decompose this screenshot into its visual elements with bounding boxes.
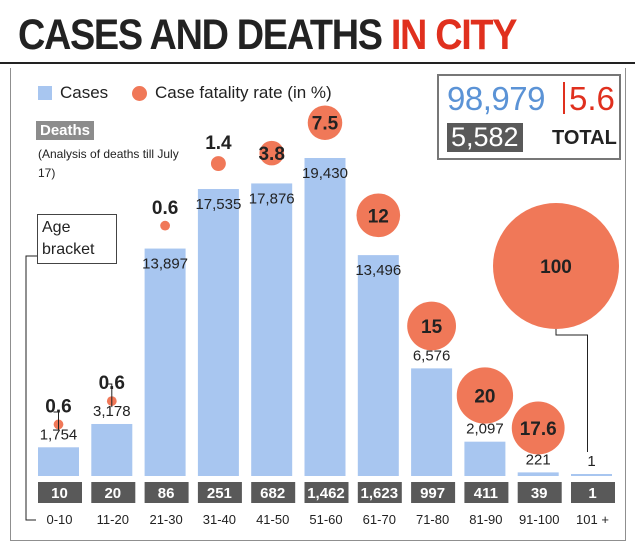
case-value-label: 17,876 (249, 190, 295, 207)
leader-line (555, 329, 588, 452)
deaths-box (144, 482, 189, 503)
case-value-label: 1,754 (40, 426, 78, 443)
cfr-circle (407, 301, 456, 351)
cfr-value-label: 0.6 (45, 397, 71, 418)
deaths-value-label: 411 (474, 485, 498, 502)
title-part-1: CASES AND DEATHS (18, 11, 383, 59)
age-tick-label: 51-60 (309, 512, 342, 527)
chart-title: CASES AND DEATHS IN CITY (18, 11, 518, 59)
case-bar (411, 368, 453, 476)
deaths-box (357, 482, 402, 503)
deaths-value-label: 997 (420, 485, 445, 502)
case-bar (251, 183, 293, 476)
deaths-box (571, 482, 615, 503)
case-value-label: 17,535 (195, 196, 241, 213)
age-tick-label: 41-50 (256, 512, 289, 527)
totals-box: 98,979 5.6 5,582 TOTAL (437, 74, 621, 160)
cfr-circle (356, 193, 401, 238)
deaths-box (91, 482, 136, 503)
deaths-value-label: 10 (51, 485, 68, 502)
legend-cases: Cases (38, 83, 108, 103)
deaths-box (251, 482, 296, 503)
case-bar (464, 441, 506, 476)
cfr-value-label: 12 (368, 206, 389, 227)
age-bracket-label: Age bracket (37, 214, 117, 264)
legend-cfr-swatch (132, 85, 147, 101)
deaths-box (464, 482, 509, 503)
deaths-note: (Analysis of deaths till July 17) (38, 147, 179, 180)
age-tick-label: 81-90 (469, 512, 502, 527)
leader-line (25, 255, 72, 521)
cfr-circle (456, 367, 514, 424)
legend-cfr-label: Case fatality rate (in %) (155, 83, 332, 102)
deaths-value-label: 251 (207, 485, 232, 502)
cfr-value-label: 100 (540, 257, 572, 278)
age-tick-label: 21-30 (149, 512, 182, 527)
case-bar (197, 189, 239, 476)
cfr-value-label: 17.6 (520, 419, 557, 440)
case-value-label: 13,496 (355, 262, 401, 279)
cfr-value-label: 0.6 (152, 198, 178, 219)
case-value-label: 13,897 (142, 256, 188, 273)
deaths-value-label: 39 (531, 485, 548, 502)
case-value-label: 3,178 (93, 403, 131, 420)
case-bar (91, 423, 133, 476)
deaths-box (411, 482, 456, 503)
case-value-label: 19,430 (302, 165, 348, 182)
deaths-tag: Deaths (36, 121, 95, 140)
total-label: TOTAL (552, 127, 617, 149)
cfr-circle (493, 203, 619, 329)
deaths-value-label: 682 (260, 485, 285, 502)
cfr-value-label: 7.5 (312, 114, 339, 135)
cfr-circle (259, 140, 284, 166)
title-part-2: IN CITY (390, 11, 518, 59)
age-tick-label: 61-70 (363, 512, 396, 527)
legend-cfr: Case fatality rate (in %) (132, 83, 332, 103)
cfr-circle (511, 401, 565, 455)
deaths-value-label: 1 (588, 485, 596, 502)
age-tick-label: 101 + (576, 512, 609, 527)
cfr-circle (210, 156, 226, 172)
deaths-box (304, 482, 349, 503)
age-tick-label: 0-10 (46, 512, 72, 527)
cfr-value-label: 3.8 (258, 144, 284, 165)
age-tick-label: 91-100 (519, 512, 559, 527)
total-deaths: 5,582 (447, 123, 523, 152)
deaths-box (38, 482, 82, 503)
deaths-box (517, 482, 562, 503)
totals-separator (563, 82, 565, 114)
cfr-value-label: 20 (474, 387, 495, 408)
case-bar (304, 158, 346, 476)
case-bar (144, 248, 186, 476)
age-tick-label: 71-80 (416, 512, 449, 527)
deaths-value-label: 1,623 (361, 485, 399, 502)
case-value-label: 1 (587, 453, 595, 470)
legend-cases-label: Cases (60, 83, 109, 102)
chart-panel (10, 68, 626, 541)
age-tick-label: 11-20 (97, 512, 129, 527)
cfr-value-label: 15 (421, 317, 443, 338)
cfr-circle (160, 220, 170, 231)
total-cases: 98,979 (447, 80, 545, 117)
case-bar (38, 447, 79, 476)
cfr-circle (307, 105, 343, 140)
case-bar (517, 472, 559, 476)
cfr-value-label: 1.4 (205, 133, 232, 154)
leader-line (106, 383, 113, 408)
case-value-label: 6,576 (413, 347, 451, 364)
deaths-value-label: 86 (158, 485, 175, 502)
case-bar (571, 474, 612, 476)
leader-line (53, 411, 59, 431)
case-value-label: 2,097 (466, 421, 504, 438)
age-tick-label: 31-40 (203, 512, 236, 527)
deaths-value-label: 20 (104, 485, 121, 502)
legend-cases-swatch (38, 86, 52, 100)
deaths-value-label: 1,462 (307, 485, 345, 502)
title-rule (0, 62, 635, 64)
total-cfr: 5.6 (569, 80, 615, 117)
deaths-box (197, 482, 242, 503)
case-value-label: 221 (526, 451, 551, 468)
case-bar (357, 255, 399, 476)
